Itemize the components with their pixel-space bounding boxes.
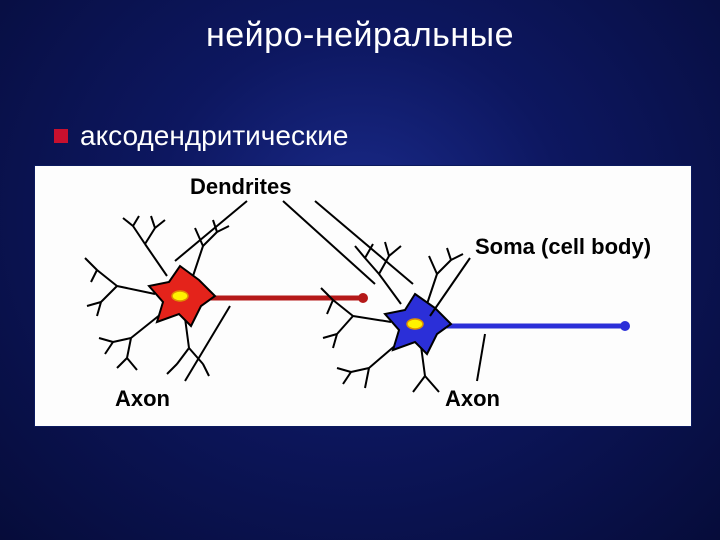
- label-axon-2: Axon: [445, 386, 500, 411]
- label-soma: Soma (cell body): [475, 234, 651, 259]
- neuron-svg: Dendrites Soma (cell body) Axon Axon: [35, 166, 691, 426]
- bullet-icon: [54, 129, 68, 143]
- neuron-right: [321, 242, 630, 392]
- bullet-text: аксодендритические: [80, 120, 348, 152]
- axon-terminal-left: [358, 293, 368, 303]
- axon-terminal-right: [620, 321, 630, 331]
- label-axon-1: Axon: [115, 386, 170, 411]
- bullet-row: аксодендритические: [54, 120, 348, 152]
- label-dendrites: Dendrites: [190, 174, 291, 199]
- callout-lines: [175, 201, 485, 381]
- nucleus-right: [407, 319, 423, 329]
- neuron-diagram: Dendrites Soma (cell body) Axon Axon: [34, 165, 692, 427]
- slide-title: нейро-нейральные: [0, 0, 720, 55]
- nucleus-left: [172, 291, 188, 301]
- slide-root: нейро-нейральные аксодендритические: [0, 0, 720, 540]
